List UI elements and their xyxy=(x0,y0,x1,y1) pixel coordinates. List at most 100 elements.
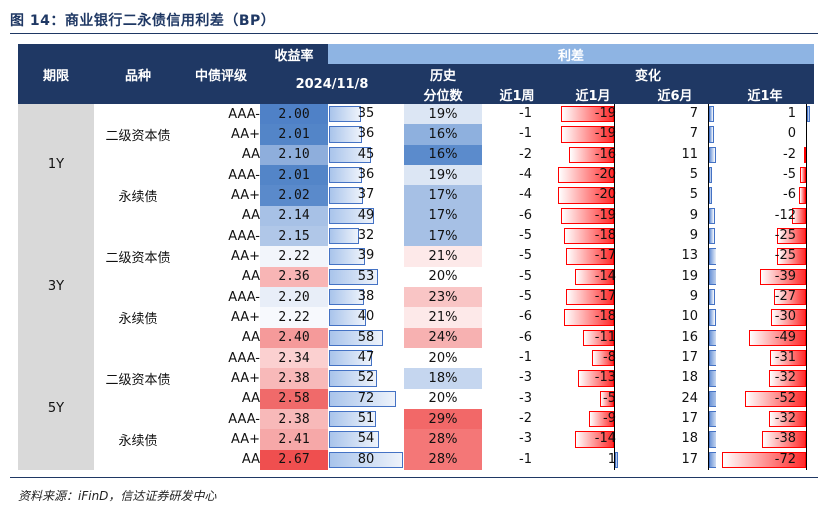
yield-cell: 2.36 xyxy=(260,266,328,287)
change-pos-bar xyxy=(709,431,716,448)
change-wrap: -39 xyxy=(716,266,814,287)
spread-cell: 53 xyxy=(328,267,404,287)
change-value: -1 xyxy=(519,451,532,467)
change-m6-cell: 11 xyxy=(634,144,716,165)
change-value: 0 xyxy=(787,126,796,142)
change-axis xyxy=(614,144,615,165)
change-m6-cell: 9 xyxy=(634,286,716,308)
table-row: 永续债 AAA- 2.38 51 29% -2 -9 17 -32 xyxy=(18,408,814,449)
header-yield-group: 收益率 xyxy=(260,44,328,64)
change-value: -32 xyxy=(774,410,796,426)
change-m6-cell: 5 xyxy=(634,185,716,206)
spread-bar xyxy=(329,329,383,346)
change-w1-cell: -5 xyxy=(482,246,552,266)
change-wrap: -2 xyxy=(482,409,552,429)
change-value: -5 xyxy=(783,166,796,182)
change-neg-bar xyxy=(771,309,806,326)
spread-bar xyxy=(329,431,379,448)
yield-cell: 2.20 xyxy=(260,286,328,308)
table-row: AA 2.40 58 24% -6 -11 16 -49 xyxy=(18,327,814,348)
table-row: AA 2.14 49 17% -6 -19 9 -12 xyxy=(18,205,814,226)
spread-bar-wrap: 38 xyxy=(328,287,404,307)
change-wrap: -17 xyxy=(552,286,634,308)
spread-bar xyxy=(329,187,363,204)
change-wrap: 24 xyxy=(634,388,716,409)
spread-bar xyxy=(329,227,359,245)
change-value: -17 xyxy=(594,248,616,264)
change-value: -32 xyxy=(774,370,796,386)
percentile-cell: 17% xyxy=(404,205,482,226)
change-y1-cell: -2 xyxy=(716,144,814,165)
change-w1-cell: -5 xyxy=(482,287,552,307)
rating-cell: AA+ xyxy=(230,431,260,447)
change-axis xyxy=(708,124,709,145)
change-value: 7 xyxy=(689,126,698,142)
change-wrap: -5 xyxy=(482,226,552,246)
change-y1-cell: -30 xyxy=(716,307,814,328)
percentile-cell: 17% xyxy=(404,225,482,247)
change-axis xyxy=(708,144,709,165)
change-pos-bar xyxy=(709,106,714,123)
change-value: -52 xyxy=(774,390,796,406)
header-date: 2024/11/8 xyxy=(260,64,404,104)
change-value: -6 xyxy=(519,309,532,325)
change-pos-bar xyxy=(709,126,714,143)
yield-cell: 2.67 xyxy=(260,449,328,470)
change-axis xyxy=(708,205,709,226)
change-y1-cell: -38 xyxy=(716,429,814,450)
spread-bar-wrap: 51 xyxy=(328,409,404,429)
change-axis xyxy=(806,429,807,450)
change-axis xyxy=(806,185,807,206)
spread-cell: 37 xyxy=(328,185,404,205)
change-axis xyxy=(708,347,709,369)
spread-bar xyxy=(329,126,362,143)
change-value: -3 xyxy=(519,431,532,447)
spread-value: 38 xyxy=(357,288,375,304)
table-row: 5Y 二级资本债 AAA- 2.34 47 20% -1 -8 17 -31 xyxy=(18,347,814,470)
change-wrap: -2 xyxy=(716,144,814,165)
change-neg-bar xyxy=(804,146,806,163)
spread-bar xyxy=(329,207,374,224)
table-row: AA 2.36 53 20% -5 -14 19 -39 xyxy=(18,266,814,287)
percentile-cell: 20% xyxy=(404,347,482,369)
change-neg-bar xyxy=(561,106,614,123)
change-axis xyxy=(708,164,709,186)
change-wrap: -2 xyxy=(482,145,552,165)
spread-value: 39 xyxy=(357,248,375,264)
change-neg-bar xyxy=(600,390,614,407)
change-value: -2 xyxy=(519,146,532,162)
percentile-cell: 20% xyxy=(404,266,482,287)
change-m6-cell: 24 xyxy=(634,388,716,409)
change-axis xyxy=(614,124,615,145)
spread-cell: 36 xyxy=(328,165,404,185)
header-history: 历史 xyxy=(404,64,482,84)
header-percentile: 分位数 xyxy=(404,84,482,104)
change-axis xyxy=(708,246,709,267)
spread-bar-wrap: 52 xyxy=(328,368,404,388)
spread-value: 45 xyxy=(357,146,375,162)
change-value: -4 xyxy=(519,166,532,182)
change-value: 17 xyxy=(681,410,698,426)
percentile-cell: 16% xyxy=(404,124,482,145)
spread-cell: 49 xyxy=(328,206,404,226)
change-value: 18 xyxy=(681,431,698,447)
rating-cell: AA xyxy=(241,391,260,407)
change-axis xyxy=(614,449,615,470)
yield-cell: 2.01 xyxy=(260,124,328,145)
change-axis xyxy=(708,104,709,125)
change-axis xyxy=(708,408,709,430)
change-wrap: 11 xyxy=(634,144,716,165)
spread-cell: 36 xyxy=(328,124,404,144)
change-value: -12 xyxy=(774,207,796,223)
variety-cell: 永续债 xyxy=(118,311,158,327)
table-row: 3Y 二级资本债 AAA- 2.15 32 17% -5 -18 9 -25 xyxy=(18,225,814,348)
change-wrap: -9 xyxy=(552,408,634,430)
rating-cell: AA+ xyxy=(230,370,260,386)
spread-value: 49 xyxy=(357,207,375,223)
change-axis xyxy=(806,327,807,348)
change-wrap: 5 xyxy=(634,185,716,206)
percentile-cell: 29% xyxy=(404,408,482,430)
yield-cell: 2.40 xyxy=(260,327,328,348)
change-wrap: 9 xyxy=(634,225,716,247)
spread-cell: 35 xyxy=(328,104,404,124)
